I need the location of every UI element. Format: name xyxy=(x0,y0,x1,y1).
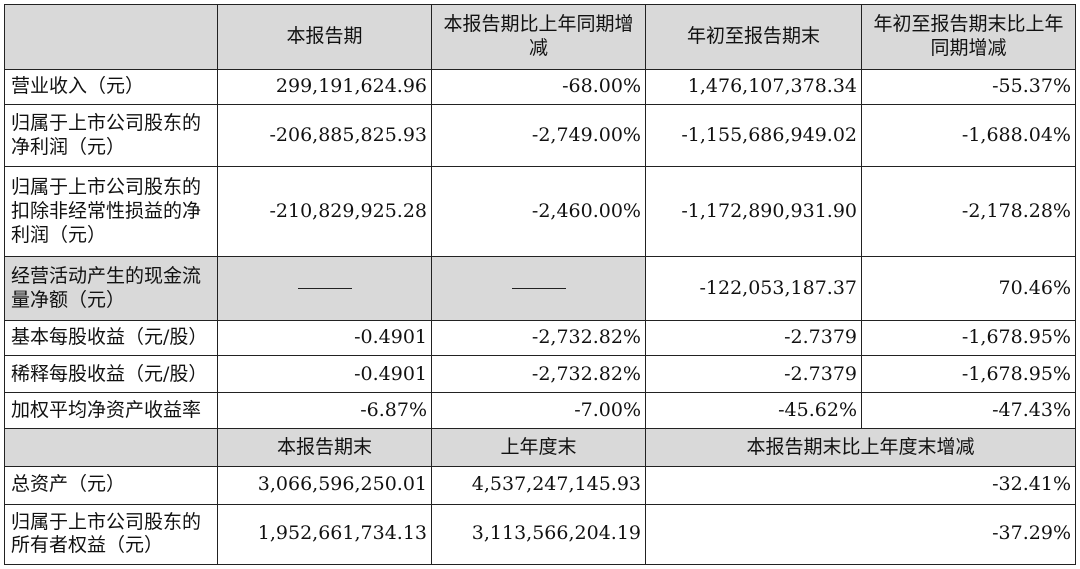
value-cell: -1,678.95% xyxy=(861,319,1076,357)
table-row: 归属于上市公司股东的净利润（元） -206,885,825.93 -2,749.… xyxy=(4,104,1076,168)
value-cell: -122,053,187.37 xyxy=(645,256,862,321)
value-cell: -2,732.82% xyxy=(431,355,646,394)
value-cell: -7.00% xyxy=(431,392,646,430)
table-row: 稀释每股收益（元/股） -0.4901 -2,732.82% -2.7379 -… xyxy=(4,355,1076,394)
dash-mark xyxy=(511,288,566,290)
header-period-end: 本报告期末 xyxy=(217,428,432,467)
header-ytd-yoy: 年初至报告期末比上年同期增减 xyxy=(861,3,1076,71)
table-row: 营业收入（元） 299,191,624.96 -68.00% 1,476,107… xyxy=(4,69,1076,106)
header-row: 本报告期 本报告期比上年同期增减 年初至报告期末 年初至报告期末比上年同期增减 xyxy=(4,3,1076,71)
row-label: 归属于上市公司股东的所有者权益（元） xyxy=(4,503,218,566)
value-cell: 3,113,566,204.19 xyxy=(431,503,646,566)
header-period-end-change: 本报告期末比上年度末增减 xyxy=(645,428,1076,467)
header-prior-year-end: 上年度末 xyxy=(431,428,646,467)
value-cell: -45.62% xyxy=(645,392,862,430)
value-cell: -2,178.28% xyxy=(861,166,1076,258)
value-cell: -1,678.95% xyxy=(861,355,1076,394)
value-cell: -68.00% xyxy=(431,69,646,106)
header-corner-cell-2 xyxy=(4,428,218,467)
dash-mark xyxy=(297,288,352,290)
header-corner-cell xyxy=(4,3,218,71)
value-cell: -2,460.00% xyxy=(431,166,646,258)
value-cell: -47.43% xyxy=(861,392,1076,430)
not-applicable-cell xyxy=(431,256,646,321)
row-label: 归属于上市公司股东的扣除非经常性损益的净利润（元） xyxy=(4,166,218,258)
row-label: 加权平均净资产收益率 xyxy=(4,392,218,430)
value-cell: -2,749.00% xyxy=(431,104,646,168)
value-cell: -1,172,890,931.90 xyxy=(645,166,862,258)
value-cell: -2.7379 xyxy=(645,319,862,357)
table-row: 总资产（元） 3,066,596,250.01 4,537,247,145.93… xyxy=(4,465,1076,505)
value-cell: 70.46% xyxy=(861,256,1076,321)
value-cell: -210,829,925.28 xyxy=(217,166,432,258)
table-row: 经营活动产生的现金流量净额（元） -122,053,187.37 70.46% xyxy=(4,256,1076,321)
value-cell: -1,688.04% xyxy=(861,104,1076,168)
value-cell: -55.37% xyxy=(861,69,1076,106)
table-row: 归属于上市公司股东的所有者权益（元） 1,952,661,734.13 3,11… xyxy=(4,503,1076,566)
value-cell: 1,476,107,378.34 xyxy=(645,69,862,106)
value-cell: -0.4901 xyxy=(217,319,432,357)
value-cell: -6.87% xyxy=(217,392,432,430)
header-current-period-yoy: 本报告期比上年同期增减 xyxy=(431,3,646,71)
value-cell: -2.7379 xyxy=(645,355,862,394)
value-cell: -2,732.82% xyxy=(431,319,646,357)
value-cell: 3,066,596,250.01 xyxy=(217,465,432,505)
value-cell: -32.41% xyxy=(645,465,1076,505)
value-cell: -1,155,686,949.02 xyxy=(645,104,862,168)
table-row: 基本每股收益（元/股） -0.4901 -2,732.82% -2.7379 -… xyxy=(4,319,1076,357)
not-applicable-cell xyxy=(217,256,432,321)
table-row: 加权平均净资产收益率 -6.87% -7.00% -45.62% -47.43% xyxy=(4,392,1076,430)
header-ytd: 年初至报告期末 xyxy=(645,3,862,71)
value-cell: -0.4901 xyxy=(217,355,432,394)
row-label: 基本每股收益（元/股） xyxy=(4,319,218,357)
row-label: 经营活动产生的现金流量净额（元） xyxy=(4,256,218,321)
financial-table-container: 本报告期 本报告期比上年同期增减 年初至报告期末 年初至报告期末比上年同期增减 … xyxy=(4,3,1076,566)
row-label: 总资产（元） xyxy=(4,465,218,505)
value-cell: -37.29% xyxy=(645,503,1076,566)
value-cell: 1,952,661,734.13 xyxy=(217,503,432,566)
value-cell: 299,191,624.96 xyxy=(217,69,432,106)
table-row: 归属于上市公司股东的扣除非经常性损益的净利润（元） -210,829,925.2… xyxy=(4,166,1076,258)
financial-table: 本报告期 本报告期比上年同期增减 年初至报告期末 年初至报告期末比上年同期增减 … xyxy=(4,3,1076,566)
value-cell: 4,537,247,145.93 xyxy=(431,465,646,505)
row-label: 营业收入（元） xyxy=(4,69,218,106)
value-cell: -206,885,825.93 xyxy=(217,104,432,168)
header-row-2: 本报告期末 上年度末 本报告期末比上年度末增减 xyxy=(4,428,1076,467)
row-label: 稀释每股收益（元/股） xyxy=(4,355,218,394)
row-label: 归属于上市公司股东的净利润（元） xyxy=(4,104,218,168)
header-current-period: 本报告期 xyxy=(217,3,432,71)
